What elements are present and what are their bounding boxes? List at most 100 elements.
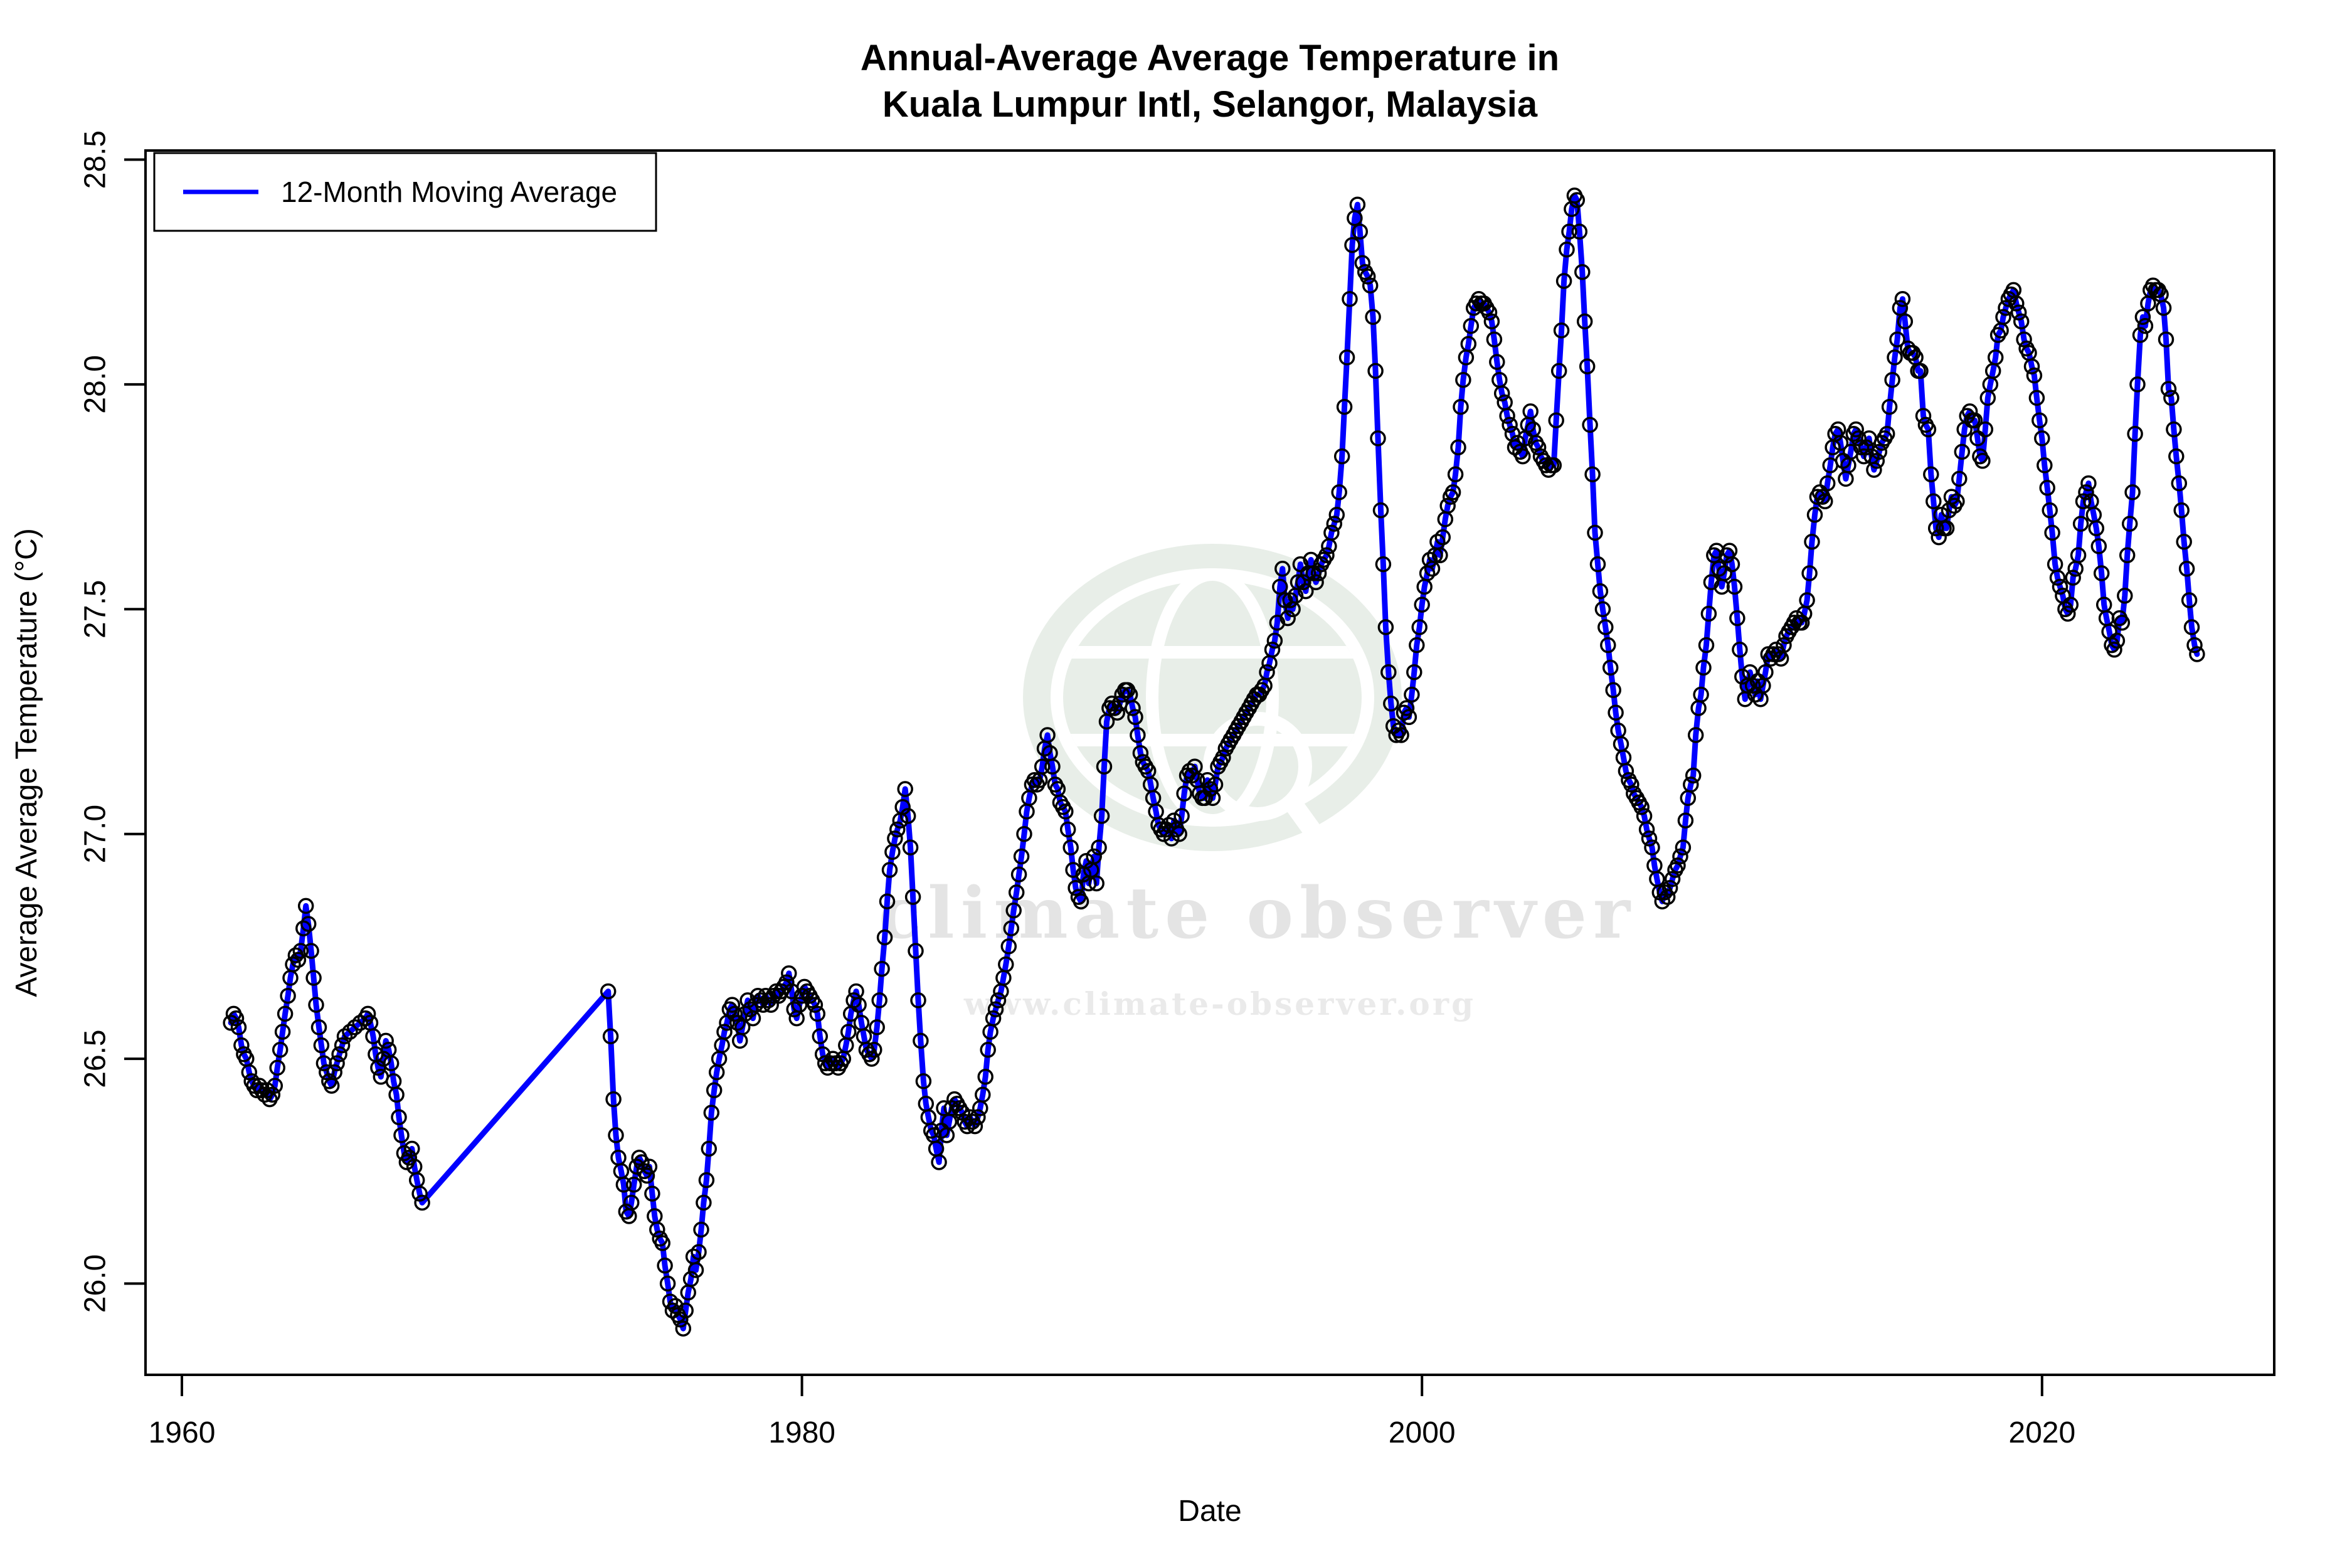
data-point-marker — [1926, 493, 1942, 510]
data-point-marker — [1592, 583, 1609, 600]
data-point-marker — [241, 1064, 258, 1081]
data-point-marker — [2114, 615, 2131, 631]
data-point-marker — [1693, 686, 1709, 703]
data-point-marker — [649, 1221, 665, 1238]
data-point-marker — [1310, 565, 1327, 581]
data-point-marker — [1328, 507, 1345, 523]
data-point-marker — [897, 781, 913, 797]
data-point-marker — [1176, 785, 1192, 802]
data-point-marker — [1008, 884, 1025, 901]
data-point-marker — [1561, 223, 1577, 240]
data-point-marker — [1726, 578, 1743, 595]
data-point-marker — [1375, 556, 1392, 573]
data-point-marker — [845, 992, 862, 1009]
data-point-marker — [2166, 421, 2182, 438]
data-point-marker — [1062, 839, 1079, 856]
data-point-marker — [2160, 381, 2177, 397]
data-point-marker — [701, 1140, 718, 1157]
data-point-marker — [1202, 781, 1219, 797]
data-point-marker — [1974, 453, 1991, 469]
globe-meridian — [1146, 568, 1279, 827]
data-point-marker — [967, 1118, 983, 1135]
data-point-marker — [659, 1275, 676, 1292]
data-point-marker — [2093, 565, 2110, 581]
data-point-marker — [305, 970, 322, 986]
data-point-marker — [755, 997, 771, 1013]
x-tick-label: 2000 — [1389, 1416, 1456, 1449]
data-point-marker — [1091, 839, 1107, 856]
data-point-marker — [2183, 619, 2200, 635]
data-point-marker — [724, 997, 741, 1013]
data-point-marker — [1677, 812, 1694, 829]
data-point-marker — [2173, 502, 2190, 519]
data-point-marker — [1404, 686, 1420, 703]
data-point-marker — [1502, 416, 1518, 433]
data-point-marker — [1385, 718, 1402, 734]
data-point-marker — [2106, 642, 2122, 658]
data-point-marker — [274, 1024, 291, 1040]
data-point-marker — [285, 956, 301, 973]
data-point-marker — [401, 1150, 418, 1166]
data-point-marker — [1729, 610, 1745, 627]
data-point-marker — [1088, 875, 1104, 892]
data-point-marker — [2168, 448, 2185, 465]
data-point-marker — [1362, 277, 1379, 294]
data-point-marker — [605, 1091, 622, 1108]
data-point-marker — [1450, 439, 1466, 456]
data-point-marker — [1483, 313, 1500, 330]
data-point-marker — [1010, 866, 1027, 882]
y-axis-title: Average Average Temperature (°C) — [10, 528, 43, 997]
data-point-marker — [1522, 403, 1539, 420]
data-point-marker — [871, 992, 887, 1009]
data-point-marker — [1130, 727, 1146, 743]
chart-title-line2: Kuala Lumpur Intl, Selangor, Malaysia — [882, 84, 1538, 125]
data-point-marker — [1411, 619, 1428, 635]
data-point-marker — [1039, 727, 1056, 743]
data-point-marker — [1878, 425, 1895, 442]
data-point-marker — [889, 821, 906, 838]
data-point-marker — [633, 1154, 650, 1170]
data-point-marker — [1776, 637, 1792, 654]
data-point-marker — [1184, 767, 1200, 784]
data-point-marker — [2062, 596, 2079, 613]
data-point-marker — [2186, 637, 2203, 654]
data-point-marker — [1654, 893, 1671, 909]
data-point-marker — [1352, 223, 1369, 240]
data-point-marker — [223, 1015, 239, 1031]
data-point-marker — [1197, 790, 1213, 807]
data-point-marker — [1044, 758, 1061, 775]
data-point-marker — [1305, 565, 1322, 581]
data-point-marker — [1166, 812, 1182, 829]
data-point-marker — [303, 943, 319, 959]
data-point-marker — [931, 1154, 947, 1170]
x-axis-ticks: 1960 1980 2000 2020 — [149, 1375, 2075, 1449]
data-point-marker — [1579, 358, 1596, 374]
data-point-marker — [2178, 561, 2195, 577]
data-point-marker — [1383, 696, 1399, 712]
data-point-marker — [1608, 704, 1624, 721]
data-point-marker — [2121, 516, 2138, 532]
data-point-marker — [1589, 556, 1606, 573]
data-point-marker — [2010, 304, 2027, 320]
data-point-marker — [1295, 574, 1311, 591]
data-point-marker — [814, 1046, 831, 1062]
data-point-marker — [1005, 902, 1022, 919]
data-point-marker — [1331, 484, 1347, 501]
data-point-marker — [980, 1042, 996, 1058]
data-point-marker — [336, 1028, 353, 1045]
data-point-marker — [667, 1298, 684, 1315]
data-point-marker — [1377, 619, 1394, 635]
data-point-marker — [1109, 704, 1126, 721]
data-point-marker — [602, 1028, 619, 1045]
magnifier-handle — [1284, 795, 1358, 890]
data-point-marker — [2163, 389, 2180, 406]
data-point-marker — [726, 1005, 743, 1022]
data-point-marker — [2032, 412, 2048, 428]
data-point-marker — [2049, 569, 2066, 586]
data-point-marker — [2016, 331, 2032, 347]
data-point-marker — [641, 1158, 658, 1175]
data-point-marker — [672, 1311, 689, 1328]
watermark-brand-text: climate observer — [879, 872, 1636, 955]
data-point-marker — [2176, 534, 2192, 550]
data-point-marker — [608, 1127, 624, 1143]
